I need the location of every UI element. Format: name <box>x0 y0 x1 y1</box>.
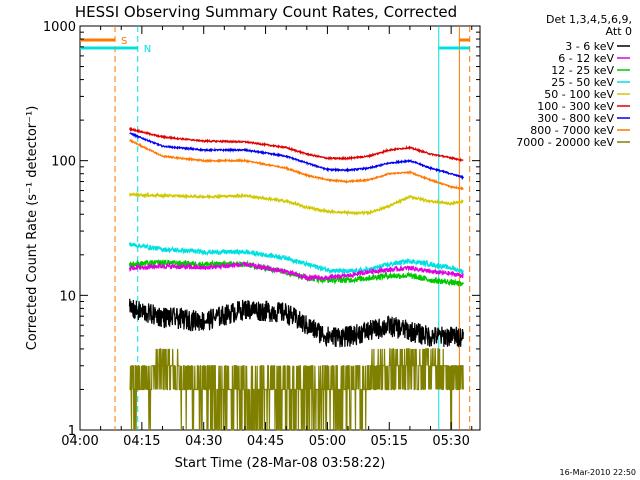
x-tick-label: 05:30 <box>432 434 469 449</box>
legend-label: 300 - 800 keV <box>537 112 614 125</box>
series-line <box>128 242 464 276</box>
series-line <box>129 191 464 217</box>
series-line <box>128 126 464 163</box>
x-axis-label: Start Time (28-Mar-08 03:58:22) <box>175 456 386 471</box>
x-tick-label: 04:00 <box>61 434 98 449</box>
y-tick-label: 1000 <box>43 20 76 35</box>
y-axis-label: Corrected Count Rate (s⁻¹ detector⁻¹) <box>25 106 40 351</box>
legend-header-line-2: Att 0 <box>606 25 632 38</box>
y-tick-label: 100 <box>51 155 76 170</box>
top-bar-label: S <box>121 36 127 47</box>
x-tick-label: 04:15 <box>123 434 160 449</box>
plot-area: SN 04:00 04:15 04:30 04:45 05:00 05:15 05:3011… <box>43 20 481 449</box>
legend-label: 25 - 50 keV <box>551 76 614 89</box>
legend-label: 7000 - 20000 keV <box>516 136 614 149</box>
x-tick-label: 05:15 <box>371 434 408 449</box>
data-series <box>128 126 464 431</box>
legend-header-line-1: Det 1,3,4,5,6,9, <box>546 13 632 26</box>
series-line <box>129 132 464 181</box>
legend-label: 3 - 6 keV <box>565 40 614 53</box>
top-marker-bars: SN <box>80 36 470 55</box>
series-line <box>128 261 464 283</box>
legend-label: 50 - 100 keV <box>544 88 614 101</box>
y-tick-label: 10 <box>59 289 76 304</box>
axis-ticks: 04:00 04:15 04:30 04:45 05:00 05:15 05:30 1 10 10… <box>43 20 480 449</box>
x-tick-label: 05:00 <box>309 434 346 449</box>
legend-label: 100 - 300 keV <box>537 100 614 113</box>
legend-label: 6 - 12 keV <box>558 52 614 65</box>
legend-label: 800 - 7000 keV <box>530 124 614 137</box>
footer-date: 16-Mar-2010 22:50 <box>560 468 637 477</box>
legend-label: 12 - 25 keV <box>551 64 614 77</box>
series-line <box>129 348 464 431</box>
series-line <box>128 258 464 287</box>
top-bar-label: N <box>144 44 151 55</box>
y-tick-label: 1 <box>68 424 76 439</box>
x-tick-label: 04:30 <box>185 434 222 449</box>
chart-title: HESSI Observing Summary Count Rates, Cor… <box>75 3 457 21</box>
series-line <box>129 138 464 191</box>
x-tick-label: 04:45 <box>247 434 284 449</box>
series-line <box>128 298 464 348</box>
